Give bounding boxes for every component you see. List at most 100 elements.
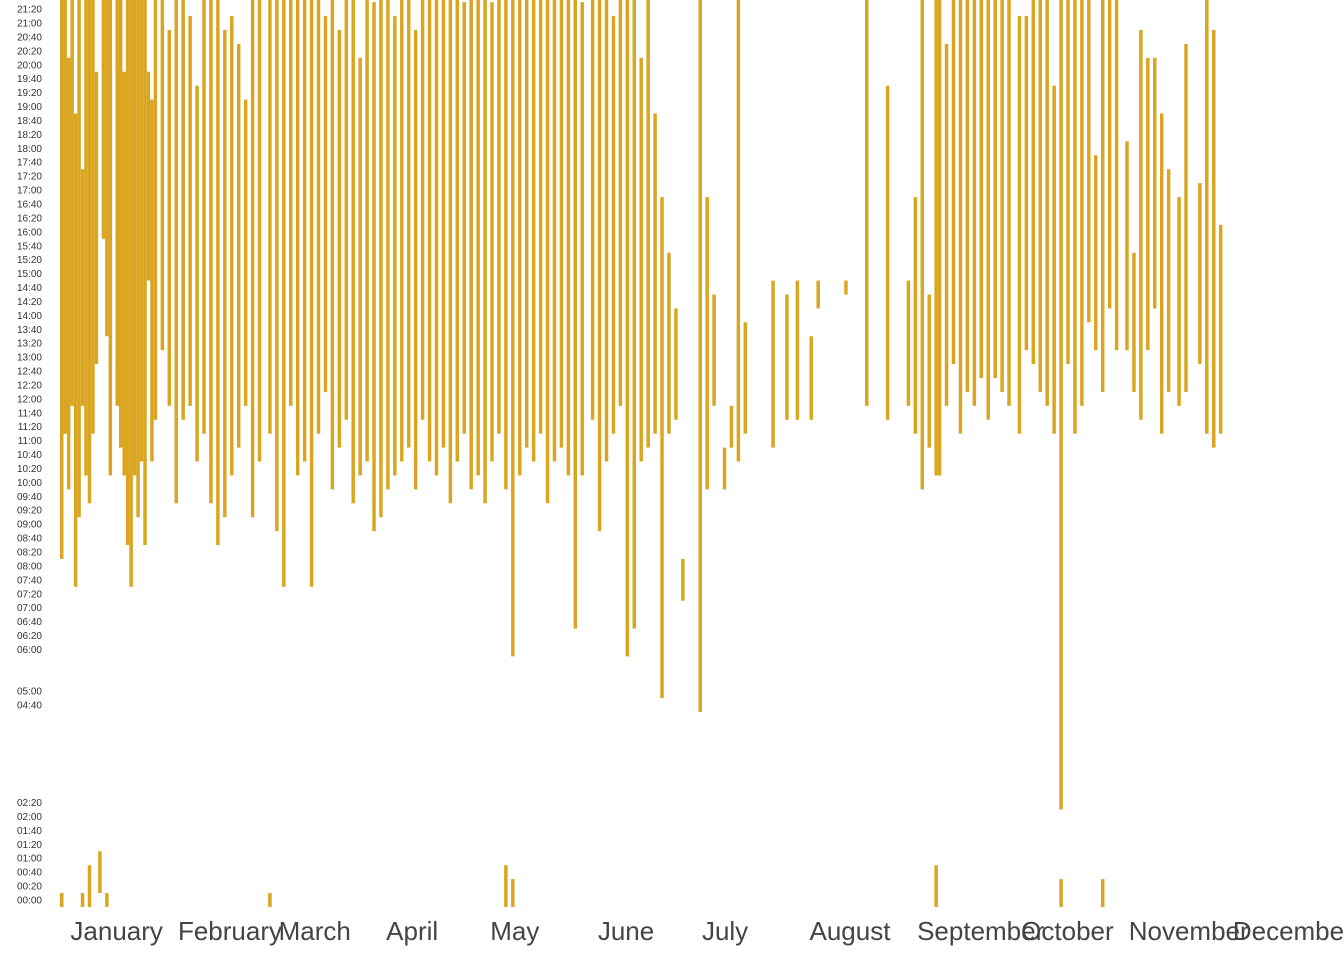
activity-bar-09-16-0 bbox=[958, 0, 963, 434]
activity-bar-10-27-1 bbox=[1100, 879, 1105, 907]
activity-bar-01-15-0 bbox=[108, 0, 113, 476]
activity-bar-11-05-0 bbox=[1132, 252, 1136, 392]
activity-bar-05-20-0 bbox=[545, 0, 550, 504]
activity-bar-09-26-0 bbox=[993, 0, 997, 379]
activity-bar-05-06-0 bbox=[497, 0, 501, 434]
activity-bar-01-14-1 bbox=[105, 893, 109, 907]
activity-bar-01-20-0 bbox=[125, 0, 130, 546]
activity-bar-09-03-0 bbox=[913, 197, 918, 434]
activity-bar-01-02-0 bbox=[63, 0, 67, 434]
y-tick-label: 06:40 bbox=[17, 617, 42, 628]
y-tick-label: 10:40 bbox=[17, 450, 42, 461]
activity-bar-01-07-1 bbox=[80, 893, 85, 907]
y-tick-label: 21:20 bbox=[17, 5, 42, 16]
activity-bar-10-15-1 bbox=[1059, 879, 1063, 907]
activity-bar-03-23-0 bbox=[344, 0, 349, 420]
activity-bar-03-01-0 bbox=[268, 0, 272, 434]
activity-bar-11-09-0 bbox=[1146, 57, 1150, 351]
activity-bar-09-09-0 bbox=[934, 0, 938, 476]
x-tick-label: March bbox=[279, 916, 351, 946]
activity-bar-10-31-0 bbox=[1114, 0, 1119, 351]
y-tick-label: 16:00 bbox=[17, 227, 42, 238]
y-tick-label: 02:00 bbox=[17, 812, 42, 823]
y-tick-label: 00:00 bbox=[17, 896, 42, 907]
activity-bar-11-11-0 bbox=[1153, 57, 1157, 309]
activity-bar-01-22-0 bbox=[132, 0, 137, 476]
x-tick-label: April bbox=[386, 916, 438, 946]
activity-bar-09-14-0 bbox=[951, 0, 956, 365]
x-tick-label: June bbox=[598, 916, 654, 946]
activity-bar-11-30-0 bbox=[1218, 224, 1223, 434]
activity-bar-10-13-0 bbox=[1052, 85, 1056, 434]
y-tick-label: 14:00 bbox=[17, 311, 42, 322]
activity-bar-02-19-0 bbox=[230, 16, 234, 476]
y-tick-label: 12:00 bbox=[17, 394, 42, 405]
activity-bar-02-01-0 bbox=[167, 30, 172, 406]
x-tick-label: October bbox=[1021, 916, 1114, 946]
activity-bar-04-02-0 bbox=[379, 0, 383, 518]
activity-bar-07-03-0 bbox=[698, 0, 702, 713]
activity-bar-08-20-0 bbox=[865, 0, 869, 406]
y-tick-label: 01:20 bbox=[17, 840, 42, 851]
activity-bar-05-08-0 bbox=[504, 0, 508, 490]
activity-bar-10-05-0 bbox=[1024, 16, 1029, 351]
activity-bar-03-13-0 bbox=[309, 0, 314, 587]
activity-bar-01-26-0 bbox=[146, 71, 151, 281]
activity-bar-05-16-0 bbox=[531, 0, 536, 462]
activity-bar-01-23-0 bbox=[136, 0, 140, 518]
y-tick-label: 16:20 bbox=[17, 213, 42, 224]
activity-bar-06-24-0 bbox=[667, 252, 671, 434]
activity-bar-06-10-0 bbox=[618, 0, 623, 406]
activity-bar-01-01-0 bbox=[60, 0, 64, 559]
activity-bar-05-26-0 bbox=[566, 0, 571, 476]
y-tick-label: 18:00 bbox=[17, 144, 42, 155]
activity-bar-09-20-0 bbox=[972, 0, 977, 406]
y-tick-label: 05:00 bbox=[17, 687, 42, 698]
activity-bar-03-11-0 bbox=[302, 0, 307, 462]
activity-bar-01-09-1 bbox=[87, 865, 92, 907]
activity-bar-10-09-0 bbox=[1038, 0, 1042, 392]
activity-bar-05-10-1 bbox=[511, 879, 515, 907]
x-tick-label: February bbox=[178, 916, 282, 946]
activity-bar-04-08-0 bbox=[400, 0, 404, 462]
y-tick-label: 16:40 bbox=[17, 200, 42, 211]
activity-bar-01-27-0 bbox=[150, 99, 154, 462]
activity-bar-11-03-0 bbox=[1125, 141, 1129, 351]
activity-bar-01-05-0 bbox=[73, 113, 78, 587]
activity-bar-11-24-0 bbox=[1198, 183, 1202, 365]
y-tick-label: 09:40 bbox=[17, 492, 42, 503]
x-tick-label: September bbox=[917, 916, 1045, 946]
activity-bar-09-09-1 bbox=[934, 865, 938, 907]
activity-bar-04-10-0 bbox=[406, 0, 411, 448]
y-tick-label: 17:40 bbox=[17, 158, 42, 169]
activity-bar-08-06-0 bbox=[816, 280, 820, 309]
activity-bar-01-06-0 bbox=[77, 0, 81, 518]
activity-bar-04-20-0 bbox=[441, 0, 446, 448]
y-tick-label: 19:20 bbox=[17, 88, 42, 99]
activity-bar-06-02-0 bbox=[590, 0, 595, 420]
activity-bar-05-24-0 bbox=[559, 0, 564, 448]
y-tick-label: 02:20 bbox=[17, 798, 42, 809]
y-tick-label: 14:20 bbox=[17, 297, 42, 308]
activity-bar-10-19-0 bbox=[1073, 0, 1077, 434]
y-tick-label: 11:20 bbox=[18, 422, 43, 433]
activity-bar-09-01-0 bbox=[906, 280, 911, 406]
y-tick-label: 17:00 bbox=[17, 186, 42, 197]
activity-bar-11-18-0 bbox=[1177, 197, 1181, 406]
activity-bar-06-06-0 bbox=[604, 0, 609, 462]
y-tick-label: 14:40 bbox=[17, 283, 42, 294]
y-tick-label: 09:00 bbox=[17, 520, 42, 531]
activity-bar-02-11-0 bbox=[202, 0, 206, 434]
y-tick-label: 18:40 bbox=[17, 116, 42, 127]
bars-layer bbox=[60, 0, 1223, 907]
y-tick-label: 20:00 bbox=[17, 60, 42, 71]
activity-bar-10-27-0 bbox=[1100, 0, 1105, 392]
activity-bar-06-18-0 bbox=[646, 0, 650, 448]
activity-bar-11-07-0 bbox=[1139, 30, 1143, 420]
activity-bar-06-22-0 bbox=[660, 197, 664, 699]
activity-bar-08-04-0 bbox=[809, 336, 813, 420]
activity-bar-04-30-0 bbox=[476, 0, 480, 476]
activity-bar-07-10-0 bbox=[722, 447, 727, 490]
activity-bar-06-26-0 bbox=[674, 308, 678, 420]
